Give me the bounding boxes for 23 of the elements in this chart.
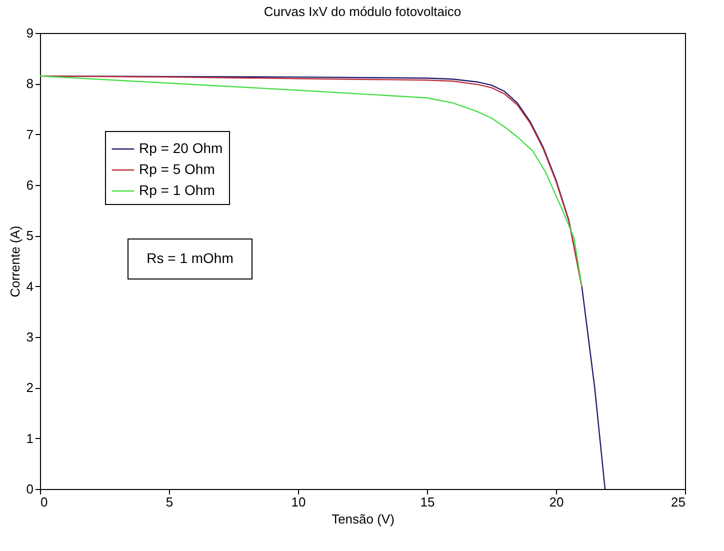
legend-label: Rp = 20 Ohm [139, 140, 223, 156]
y-tick-label: 6 [26, 178, 34, 192]
y-axis-title: Corrente (A) [7, 226, 22, 298]
chart-title: Curvas IxV do módulo fotovoltaico [264, 4, 462, 19]
x-tick-label: 5 [166, 494, 174, 510]
x-tick-label: 0 [40, 494, 48, 510]
x-tick-label: 25 [671, 494, 686, 510]
y-tick-label: 5 [26, 228, 34, 244]
y-tick-label: 0 [26, 482, 34, 496]
x-tick-label: 10 [291, 494, 306, 510]
y-tick-label: 8 [26, 76, 34, 92]
annotation: Rs = 1 mOhm [146, 250, 234, 266]
legend-label: Rp = 1 Ohm [139, 182, 215, 198]
y-tick-label: 2 [26, 380, 34, 396]
y-tick-label: 4 [26, 278, 34, 294]
y-tick-label: 3 [26, 330, 34, 344]
x-axis-title: Tensão (V) [332, 512, 394, 526]
legend-label: Rp = 5 Ohm [139, 161, 215, 177]
y-tick-label: 7 [26, 126, 34, 142]
y-tick-label: 9 [26, 26, 34, 40]
y-tick-label: 1 [26, 430, 34, 446]
x-tick-label: 20 [549, 494, 564, 510]
x-tick-label: 15 [420, 494, 435, 510]
